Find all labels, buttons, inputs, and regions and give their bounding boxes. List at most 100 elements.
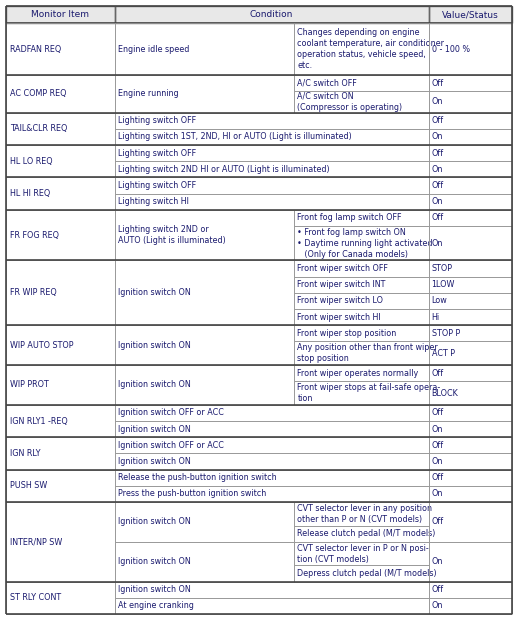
Text: Off: Off [431,117,443,125]
Bar [428,113,512,129]
Bar [115,485,428,502]
Bar [294,325,428,341]
Text: BLOCK: BLOCK [431,389,458,397]
Bar [115,542,294,582]
Text: Ignition switch ON: Ignition switch ON [118,425,191,433]
Bar [115,405,428,421]
Bar [294,293,428,309]
Bar [428,210,512,226]
Bar [6,582,115,614]
Bar [428,381,512,405]
Text: Ignition switch ON: Ignition switch ON [118,585,191,594]
Bar [6,260,115,325]
Text: Engine running: Engine running [118,89,178,99]
Bar [428,6,512,23]
Text: STOP: STOP [431,264,453,273]
Text: Ignition switch ON: Ignition switch ON [118,340,191,350]
Bar [294,381,428,405]
Bar [115,23,294,75]
Bar [428,75,512,91]
Text: Front wiper switch HI: Front wiper switch HI [297,312,381,322]
Text: On: On [431,97,443,107]
Text: Ignition switch OFF or ACC: Ignition switch OFF or ACC [118,441,224,450]
Bar [6,325,115,365]
Bar [428,91,512,113]
Bar [6,502,115,582]
Text: Lighting switch 2ND or
AUTO (Light is illuminated): Lighting switch 2ND or AUTO (Light is il… [118,225,225,245]
Text: Monitor Item: Monitor Item [32,10,90,19]
Text: A/C switch OFF: A/C switch OFF [297,79,357,87]
Bar [294,309,428,325]
Bar [115,598,428,614]
Bar [294,23,428,75]
Text: FR WIP REQ: FR WIP REQ [10,288,57,297]
Bar [115,193,428,210]
Text: Ignition switch ON: Ignition switch ON [118,557,191,566]
Bar [428,260,512,277]
Bar [115,437,428,453]
Text: Off: Off [431,585,443,594]
Bar [6,365,115,405]
Text: Lighting switch 1ST, 2ND, HI or AUTO (Light is illuminated): Lighting switch 1ST, 2ND, HI or AUTO (Li… [118,133,352,141]
Bar [428,502,512,542]
Bar [115,582,428,598]
Text: Off: Off [431,79,443,87]
Bar [428,542,512,582]
Bar [428,405,512,421]
Bar [6,6,115,23]
Text: WIP AUTO STOP: WIP AUTO STOP [10,340,74,350]
Bar [428,598,512,614]
Text: Lighting switch 2ND HI or AUTO (Light is illuminated): Lighting switch 2ND HI or AUTO (Light is… [118,165,329,174]
Bar [6,145,115,177]
Text: Release clutch pedal (M/T models): Release clutch pedal (M/T models) [297,529,436,538]
Bar [428,582,512,598]
Text: On: On [431,457,443,466]
Text: Off: Off [431,149,443,157]
Text: IGN RLY1 -REQ: IGN RLY1 -REQ [10,417,68,425]
Text: Off: Off [431,368,443,378]
Text: Front wiper switch OFF: Front wiper switch OFF [297,264,388,273]
Text: Front wiper stops at fail-safe opera-
tion: Front wiper stops at fail-safe opera- ti… [297,383,441,403]
Bar [115,469,428,485]
Bar [115,161,428,177]
Text: Front wiper operates normally: Front wiper operates normally [297,368,419,378]
Bar [6,75,115,113]
Bar [6,405,115,437]
Text: Any position other than front wiper
stop position: Any position other than front wiper stop… [297,343,438,363]
Text: On: On [431,197,443,206]
Text: A/C switch ON
(Compressor is operating): A/C switch ON (Compressor is operating) [297,92,402,112]
Text: Ignition switch ON: Ignition switch ON [118,517,191,526]
Text: Changes depending on engine
coolant temperature, air conditioner
operation statu: Changes depending on engine coolant temp… [297,28,444,70]
Text: Ignition switch ON: Ignition switch ON [118,381,191,389]
Bar [115,75,294,113]
Text: Lighting switch OFF: Lighting switch OFF [118,117,196,125]
Text: Lighting switch HI: Lighting switch HI [118,197,189,206]
Bar [115,210,294,260]
Text: STOP P: STOP P [431,329,460,338]
Text: Off: Off [431,441,443,450]
Text: On: On [431,239,443,247]
Bar [294,260,428,277]
Text: CVT selector lever in P or N posi-
tion (CVT models): CVT selector lever in P or N posi- tion … [297,544,429,564]
Text: ST RLY CONT: ST RLY CONT [10,593,61,602]
Text: Engine idle speed: Engine idle speed [118,45,189,53]
Text: Press the push-button ignition switch: Press the push-button ignition switch [118,489,266,498]
Bar [6,210,115,260]
Text: PUSH SW: PUSH SW [10,481,47,490]
Bar [428,161,512,177]
Bar [428,485,512,502]
Bar [6,469,115,502]
Text: Hi: Hi [431,312,440,322]
Text: • Front fog lamp switch ON
• Daytime running light activated
   (Only for Canada: • Front fog lamp switch ON • Daytime run… [297,228,433,259]
Text: Ignition switch OFF or ACC: Ignition switch OFF or ACC [118,409,224,417]
Text: WIP PROT: WIP PROT [10,381,49,389]
Bar [294,542,428,565]
Bar [294,277,428,293]
Bar [428,293,512,309]
Bar [428,365,512,381]
Bar [294,91,428,113]
Bar [115,325,294,365]
Text: Lighting switch OFF: Lighting switch OFF [118,181,196,190]
Text: 0 - 100 %: 0 - 100 % [431,45,470,53]
Text: Off: Off [431,213,443,223]
